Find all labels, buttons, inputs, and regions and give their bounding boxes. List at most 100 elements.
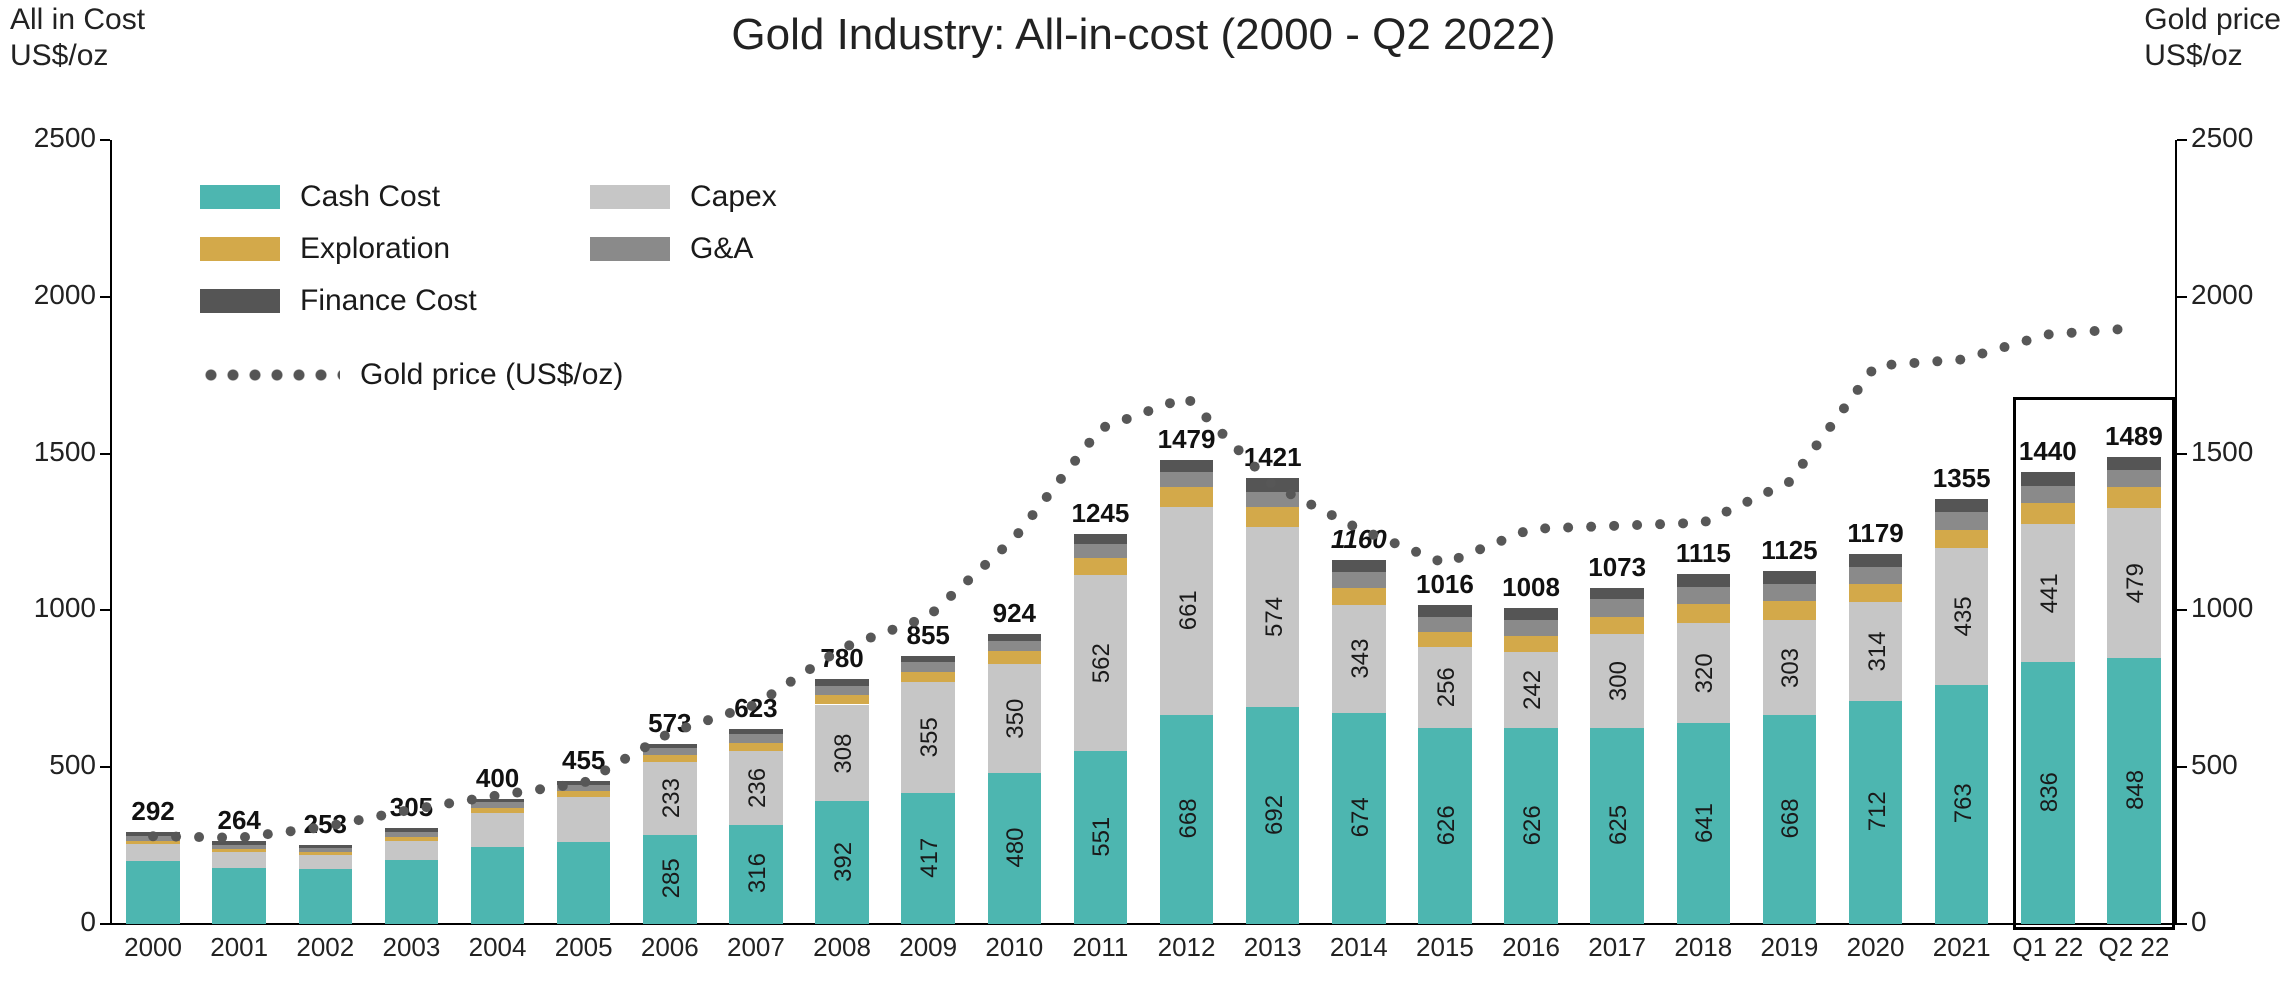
x-tick-label: 2000 (124, 932, 182, 963)
bar-segment-exploration (126, 841, 179, 844)
y-tick-left (100, 453, 110, 455)
bar-cash-label: 692 (1261, 711, 1289, 918)
bar-segment-ga (1677, 587, 1730, 604)
bar-segment-finance (729, 729, 782, 735)
x-tick-label: 2010 (985, 932, 1043, 963)
bar-segment-finance (471, 799, 524, 803)
bar-total-label: 1479 (1158, 424, 1216, 455)
bar-segment-exploration (729, 743, 782, 751)
bar-segment-finance (1677, 574, 1730, 587)
bar-segment-ga (2107, 470, 2160, 487)
bar-segment-finance (212, 841, 265, 844)
y-tick-label-right: 2500 (2191, 122, 2253, 154)
bar-cash-label: 626 (1519, 732, 1547, 918)
bar-cash-label: 848 (2122, 662, 2150, 918)
bar-segment-exploration (815, 695, 868, 704)
y-tick-label-left: 500 (49, 749, 96, 781)
legend-swatch (200, 289, 280, 313)
bar-segment-finance (643, 744, 696, 748)
bar-cash-label: 641 (1691, 727, 1719, 918)
bar-capex-label: 320 (1691, 627, 1719, 719)
y-tick-label-right: 1500 (2191, 436, 2253, 468)
bar-segment-finance (1935, 499, 1988, 512)
legend-swatch (590, 185, 670, 209)
bar-cash-label: 626 (1433, 732, 1461, 918)
bar-segment-ga (2021, 486, 2074, 503)
bar-segment-exploration (1677, 604, 1730, 622)
bar-segment-exploration (1418, 632, 1471, 648)
bar-segment-capex (557, 797, 610, 842)
bar-segment-exploration (988, 651, 1041, 664)
bar-segment-exploration (2021, 503, 2074, 523)
bar-segment-exploration (901, 672, 954, 682)
y-tick-right (2177, 766, 2187, 768)
bar-cash-label: 480 (1002, 777, 1030, 918)
bar-total-label: 1421 (1244, 442, 1302, 473)
bar-segment-exploration (1504, 636, 1557, 652)
bar-cash-label: 712 (1864, 705, 1892, 918)
bar-segment-ga (212, 845, 265, 849)
bar-total-label: 623 (734, 693, 777, 724)
y-axis-left-line (110, 140, 112, 924)
bar-cash-label: 316 (744, 829, 772, 918)
bar-segment-cash (299, 869, 352, 924)
bar-segment-ga (1590, 599, 1643, 616)
legend-swatch (200, 185, 280, 209)
x-tick-label: 2005 (555, 932, 613, 963)
bar-capex-label: 661 (1175, 511, 1203, 710)
bar-segment-ga (1849, 567, 1902, 584)
bar-total-label: 1160 (1331, 524, 1387, 555)
y-tick-right (2177, 609, 2187, 611)
bar-segment-finance (557, 781, 610, 785)
bar-segment-cash (385, 860, 438, 924)
bar-capex-label: 300 (1605, 638, 1633, 724)
x-tick-label: 2007 (727, 932, 785, 963)
legend-item-exploration: Exploration (200, 232, 530, 266)
bar-segment-ga (385, 832, 438, 837)
y-axis-left-label: All in CostUS$/oz (10, 2, 145, 74)
bar-segment-finance (815, 679, 868, 685)
bar-capex-label: 314 (1864, 606, 1892, 696)
legend-label: Exploration (300, 232, 450, 266)
bar-total-label: 1125 (1761, 535, 1817, 566)
y-tick-left (100, 139, 110, 141)
bar-capex-label: 562 (1088, 579, 1116, 747)
legend: Cash CostCapexExplorationG&AFinance Cost… (200, 180, 920, 410)
x-tick-label: 2014 (1330, 932, 1388, 963)
bar-total-label: 1073 (1588, 552, 1646, 583)
bar-capex-label: 308 (830, 709, 858, 798)
bar-segment-ga (1074, 544, 1127, 558)
bar-total-label: 573 (648, 708, 691, 739)
y-axis-right-label: Gold priceUS$/oz (2144, 2, 2281, 74)
bar-total-label: 264 (217, 805, 260, 836)
bar-total-label: 292 (131, 796, 174, 827)
legend-line-swatch (200, 365, 340, 385)
bar-total-label: 924 (993, 598, 1036, 629)
bar-segment-exploration (1763, 601, 1816, 619)
y-tick-label-right: 500 (2191, 749, 2238, 781)
bar-segment-finance (1160, 460, 1213, 472)
bar-segment-cash (557, 842, 610, 924)
y-tick-left (100, 296, 110, 298)
bar-capex-label: 256 (1433, 651, 1461, 723)
y-tick-left (100, 609, 110, 611)
x-tick-label: 2012 (1158, 932, 1216, 963)
y-tick-left (100, 923, 110, 925)
bar-capex-label: 236 (744, 755, 772, 821)
bar-segment-exploration (1160, 487, 1213, 507)
y-tick-label-left: 1000 (34, 592, 96, 624)
bar-capex-label: 303 (1777, 624, 1805, 711)
bar-segment-finance (2107, 457, 2160, 470)
x-tick-label: Q1 22 (2012, 932, 2083, 963)
x-tick-label: Q2 22 (2099, 932, 2170, 963)
bar-segment-finance (1590, 588, 1643, 600)
bar-cash-label: 625 (1605, 732, 1633, 918)
bar-segment-ga (815, 686, 868, 695)
bar-segment-ga (126, 836, 179, 841)
y-tick-label-left: 1500 (34, 436, 96, 468)
bar-segment-ga (1418, 617, 1471, 632)
bar-cash-label: 392 (830, 805, 858, 918)
y-tick-left (100, 766, 110, 768)
bar-capex-label: 435 (1950, 552, 1978, 680)
legend-label: G&A (690, 232, 753, 266)
